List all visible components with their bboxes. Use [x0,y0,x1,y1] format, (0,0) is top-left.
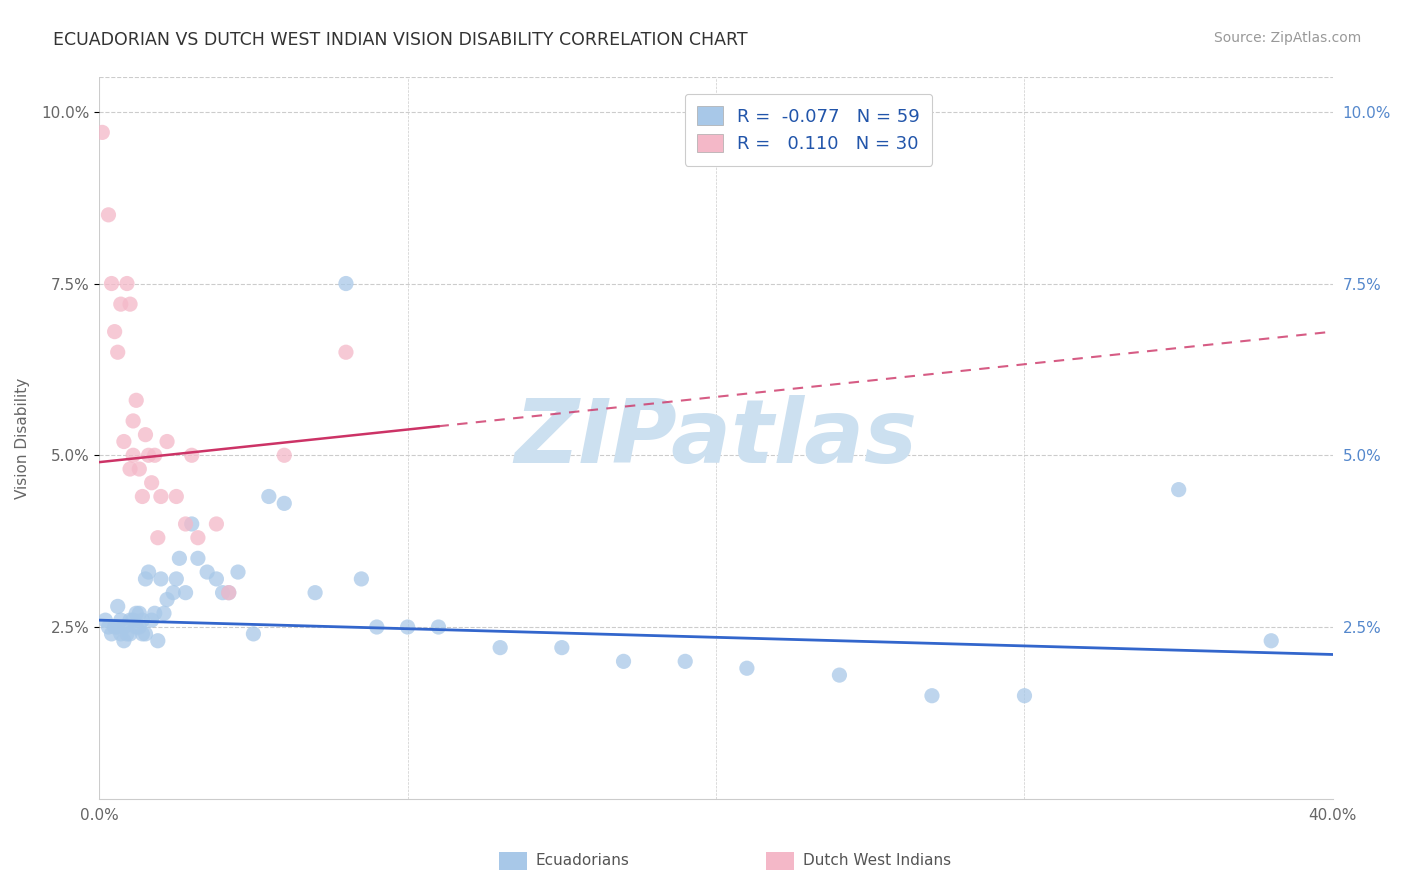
Point [141,613,163,627]
Point [828,668,851,682]
Point [143,607,166,621]
Point [195,565,218,579]
Point [156,434,179,449]
Point [118,462,141,476]
Point [112,620,135,634]
Point [396,620,419,634]
Point [131,627,153,641]
Point [149,572,172,586]
Point [921,689,943,703]
Point [122,448,145,462]
Point [146,633,169,648]
Point [122,613,145,627]
Point [366,620,388,634]
Legend: R =  -0.077   N = 59, R =   0.110   N = 30: R = -0.077 N = 59, R = 0.110 N = 30 [685,94,932,166]
Point [94,613,117,627]
Point [489,640,512,655]
Point [128,620,150,634]
Point [110,297,132,311]
Point [115,627,138,641]
Point [211,585,233,599]
Point [110,613,132,627]
Point [273,496,295,510]
Point [128,462,150,476]
Point [100,277,122,291]
Point [218,585,240,599]
Point [125,620,148,634]
Point [118,297,141,311]
Point [335,345,357,359]
Point [112,434,135,449]
Point [1014,689,1036,703]
Point [131,613,153,627]
Point [673,654,696,668]
Point [1167,483,1189,497]
Point [187,551,209,566]
Point [107,599,129,614]
Point [156,592,179,607]
Point [125,607,148,621]
Text: Dutch West Indians: Dutch West Indians [803,854,950,868]
Point [187,531,209,545]
Bar [499,852,527,870]
Point [107,345,129,359]
Point [131,490,153,504]
Point [735,661,758,675]
Text: ZIPatlas: ZIPatlas [515,394,918,482]
Point [180,516,202,531]
Point [226,565,249,579]
Point [169,551,191,566]
Point [146,531,169,545]
Text: Source: ZipAtlas.com: Source: ZipAtlas.com [1213,31,1361,45]
Point [138,565,160,579]
Point [551,640,574,655]
Y-axis label: Vision Disability: Vision Disability [15,377,30,499]
Point [91,125,114,139]
Point [143,448,166,462]
Point [100,627,122,641]
Point [174,585,197,599]
Point [218,585,240,599]
Point [165,572,187,586]
Point [153,607,176,621]
Point [97,620,120,634]
Point [134,627,156,641]
Text: Ecuadorians: Ecuadorians [536,854,630,868]
Point [273,448,295,462]
Point [122,414,145,428]
Point [174,516,197,531]
Point [612,654,634,668]
Point [350,572,373,586]
Point [141,475,163,490]
Point [138,448,160,462]
Point [118,613,141,627]
Point [134,572,156,586]
Point [118,627,141,641]
Text: ECUADORIAN VS DUTCH WEST INDIAN VISION DISABILITY CORRELATION CHART: ECUADORIAN VS DUTCH WEST INDIAN VISION D… [53,31,748,49]
Point [335,277,357,291]
Point [104,620,127,634]
Point [205,516,228,531]
Point [162,585,184,599]
Point [149,490,172,504]
Point [112,633,135,648]
Point [180,448,202,462]
Point [125,393,148,408]
Point [97,208,120,222]
Point [104,325,127,339]
Point [257,490,280,504]
Point [165,490,187,504]
Point [304,585,326,599]
Point [107,620,129,634]
Point [1260,633,1282,648]
Point [128,607,150,621]
Bar [766,852,794,870]
Point [134,427,156,442]
Point [427,620,450,634]
Point [205,572,228,586]
Point [242,627,264,641]
Point [110,627,132,641]
Point [115,277,138,291]
